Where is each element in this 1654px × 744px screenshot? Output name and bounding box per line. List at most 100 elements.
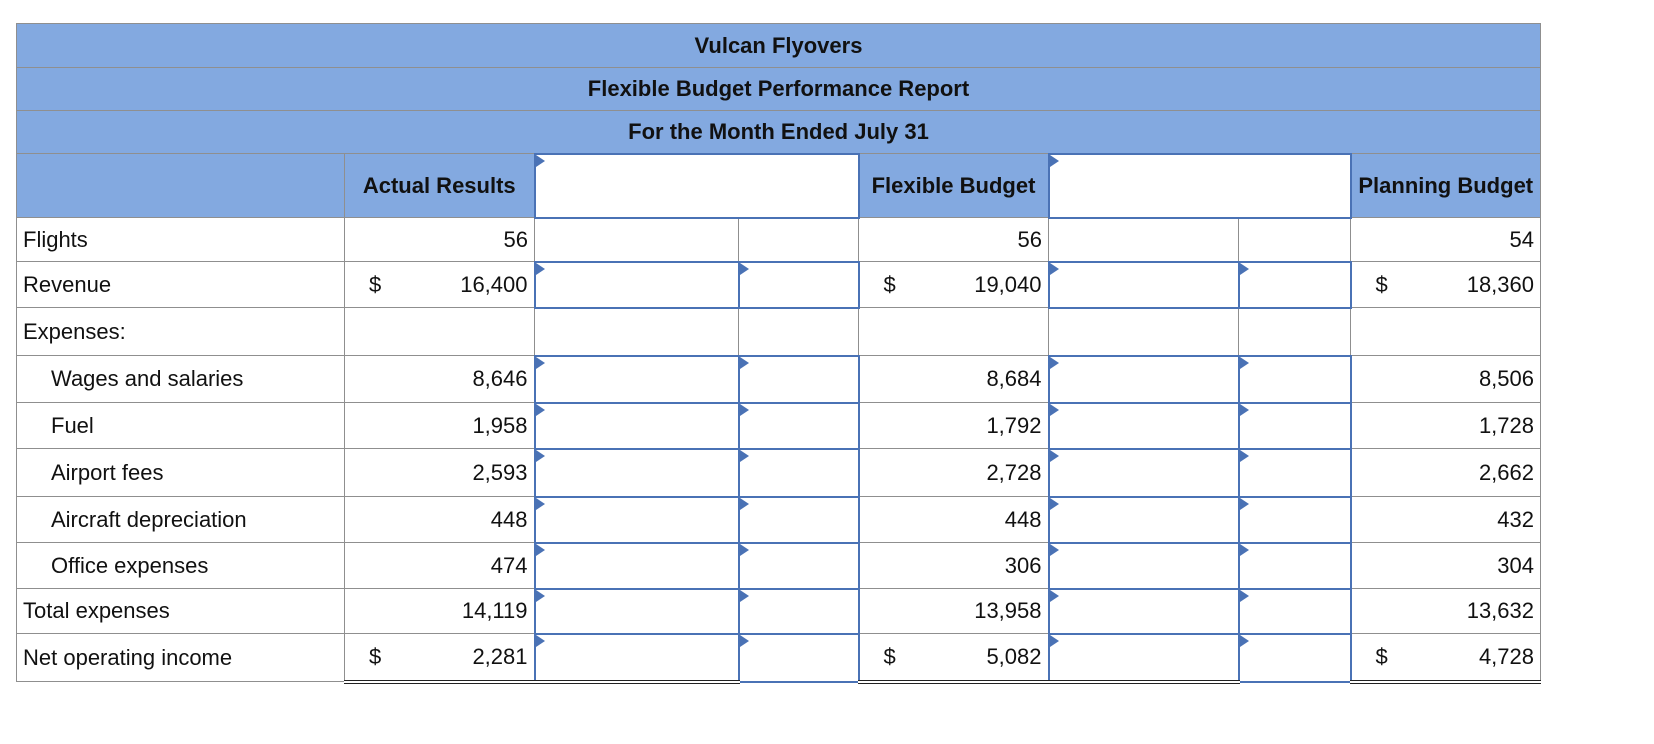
planning-value: 304 bbox=[1350, 542, 1541, 589]
row-label: Revenue bbox=[16, 261, 345, 308]
actual-value: 56 bbox=[344, 217, 535, 262]
variance-type-select[interactable] bbox=[737, 447, 860, 498]
variance-type-select[interactable] bbox=[737, 587, 860, 635]
actual-value: 474 bbox=[344, 542, 535, 589]
variance-type-select[interactable] bbox=[1237, 587, 1352, 635]
empty-cell bbox=[738, 217, 859, 262]
actual-value: 1,958 bbox=[344, 402, 535, 449]
table-row-net-operating-income: Net operating income $2,281 $5,082 $4,72… bbox=[16, 632, 1541, 684]
planning-value-cell: $18,360 bbox=[1350, 261, 1541, 308]
row-label: Wages and salaries bbox=[16, 355, 345, 403]
planning-value: 54 bbox=[1350, 217, 1541, 262]
variance-amount-input[interactable] bbox=[1047, 541, 1240, 590]
row-label: Net operating income bbox=[16, 633, 345, 682]
flexible-value-cell: $5,082 bbox=[858, 633, 1049, 684]
flexible-value-cell: $19,040 bbox=[858, 261, 1049, 308]
variance-type-select[interactable] bbox=[1237, 401, 1352, 450]
actual-value: 16,400 bbox=[460, 271, 528, 297]
row-label: Flights bbox=[16, 217, 345, 262]
variance-amount-input[interactable] bbox=[1047, 260, 1240, 309]
variance-amount-input[interactable] bbox=[1047, 354, 1240, 404]
flexible-value: 5,082 bbox=[986, 643, 1042, 669]
empty-cell bbox=[1048, 307, 1239, 356]
empty-cell bbox=[344, 307, 535, 356]
empty-cell bbox=[738, 307, 859, 356]
actual-value-cell: $16,400 bbox=[344, 261, 535, 308]
planning-value: 4,728 bbox=[1478, 643, 1534, 669]
currency-symbol: $ bbox=[883, 271, 896, 297]
company-name: Vulcan Flyovers bbox=[16, 23, 1541, 68]
empty-cell bbox=[1238, 307, 1351, 356]
table-row-aircraft-depreciation: Aircraft depreciation 448 448 432 bbox=[16, 495, 1541, 544]
variance-amount-input[interactable] bbox=[1047, 632, 1240, 684]
currency-symbol: $ bbox=[1375, 271, 1388, 297]
actual-value: 8,646 bbox=[344, 355, 535, 403]
planning-value: 2,662 bbox=[1350, 448, 1541, 497]
variance-type-select[interactable] bbox=[737, 260, 860, 309]
variance-type-select[interactable] bbox=[1237, 495, 1352, 544]
variance-type-select[interactable] bbox=[1237, 447, 1352, 498]
variance-type-select[interactable] bbox=[737, 541, 860, 590]
row-label: Office expenses bbox=[16, 542, 345, 589]
variance-type-select[interactable] bbox=[737, 495, 860, 544]
table-row-office-expenses: Office expenses 474 306 304 bbox=[16, 541, 1541, 590]
variance-amount-input[interactable] bbox=[533, 260, 740, 309]
variance-amount-input[interactable] bbox=[1047, 495, 1240, 544]
actual-value: 448 bbox=[344, 496, 535, 543]
variance-type-select[interactable] bbox=[1237, 541, 1352, 590]
empty-cell bbox=[1238, 217, 1351, 262]
planning-value-cell: $4,728 bbox=[1350, 633, 1541, 684]
variance-amount-input[interactable] bbox=[1047, 587, 1240, 635]
empty-cell bbox=[858, 307, 1049, 356]
variance-amount-input[interactable] bbox=[533, 587, 740, 635]
report-period: For the Month Ended July 31 bbox=[16, 110, 1541, 154]
flexible-value: 2,728 bbox=[858, 448, 1049, 497]
variance-type-select[interactable] bbox=[737, 354, 860, 404]
actual-value: 14,119 bbox=[344, 588, 535, 634]
variance-amount-input[interactable] bbox=[533, 632, 740, 684]
empty-cell bbox=[534, 307, 739, 356]
currency-symbol: $ bbox=[883, 643, 896, 669]
variance-amount-input[interactable] bbox=[533, 401, 740, 450]
planning-value: 432 bbox=[1350, 496, 1541, 543]
variance-header-input-1[interactable] bbox=[533, 152, 860, 219]
actual-value: 2,281 bbox=[472, 643, 528, 669]
variance-amount-input[interactable] bbox=[533, 541, 740, 590]
variance-amount-input[interactable] bbox=[533, 447, 740, 498]
variance-amount-input[interactable] bbox=[533, 354, 740, 404]
empty-cell bbox=[1048, 217, 1239, 262]
flexible-value: 13,958 bbox=[858, 588, 1049, 634]
flexible-value: 8,684 bbox=[858, 355, 1049, 403]
variance-amount-input[interactable] bbox=[533, 495, 740, 544]
flexible-value: 306 bbox=[858, 542, 1049, 589]
flexible-value: 1,792 bbox=[858, 402, 1049, 449]
flexible-value: 448 bbox=[858, 496, 1049, 543]
table-row-airport-fees: Airport fees 2,593 2,728 2,662 bbox=[16, 447, 1541, 498]
variance-type-select[interactable] bbox=[1237, 260, 1352, 309]
actual-value-cell: $2,281 bbox=[344, 633, 535, 684]
table-row-total-expenses: Total expenses 14,119 13,958 13,632 bbox=[16, 587, 1541, 635]
actual-results-header: Actual Results bbox=[344, 153, 535, 218]
flexible-value: 56 bbox=[858, 217, 1049, 262]
variance-type-select[interactable] bbox=[737, 401, 860, 450]
table-row-fuel: Fuel 1,958 1,792 1,728 bbox=[16, 401, 1541, 450]
planning-value: 1,728 bbox=[1350, 402, 1541, 449]
variance-amount-input[interactable] bbox=[1047, 401, 1240, 450]
row-label: Total expenses bbox=[16, 588, 345, 634]
currency-symbol: $ bbox=[369, 643, 382, 669]
row-label: Aircraft depreciation bbox=[16, 496, 345, 543]
row-label: Fuel bbox=[16, 402, 345, 449]
row-label: Airport fees bbox=[16, 448, 345, 497]
table-row-wages: Wages and salaries 8,646 8,684 8,506 bbox=[16, 354, 1541, 404]
table-row-flights: Flights 56 56 54 bbox=[16, 217, 1541, 262]
variance-type-select[interactable] bbox=[737, 632, 860, 683]
variance-amount-input[interactable] bbox=[1047, 447, 1240, 498]
planning-value: 13,632 bbox=[1350, 588, 1541, 634]
table-row-expenses-heading: Expenses: bbox=[16, 307, 1541, 356]
variance-type-select[interactable] bbox=[1237, 632, 1352, 683]
variance-type-select[interactable] bbox=[1237, 354, 1352, 404]
variance-header-input-2[interactable] bbox=[1047, 152, 1352, 219]
planning-value: 8,506 bbox=[1350, 355, 1541, 403]
empty-cell bbox=[1350, 307, 1541, 356]
currency-symbol: $ bbox=[369, 271, 382, 297]
